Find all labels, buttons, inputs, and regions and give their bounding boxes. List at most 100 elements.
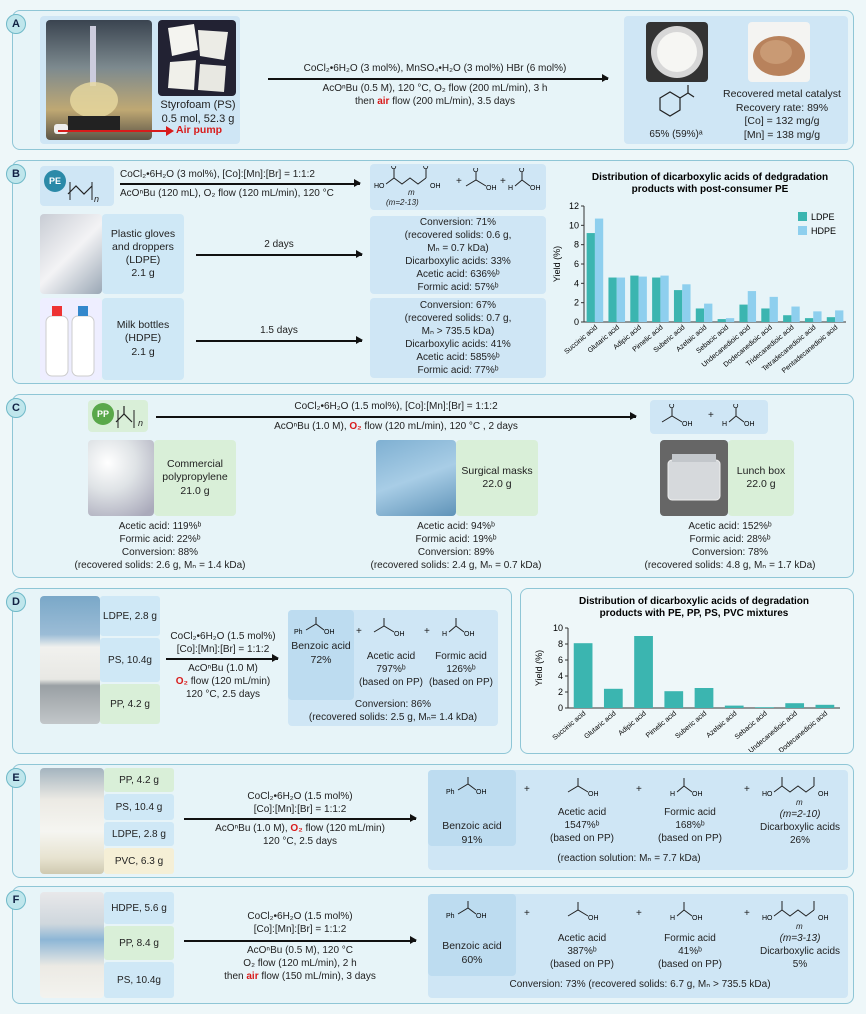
bar [791, 306, 800, 322]
catalyst-info: Recovered metal catalyst Recovery rate: … [716, 88, 848, 143]
milk-res-1: Conversion: 67% [419, 300, 497, 311]
masks-results: Acetic acid: 94%ᵇ Formic acid: 19%ᵇ Conv… [356, 520, 556, 572]
y-tick-label: 0 [574, 317, 579, 327]
d-mixture-photo [40, 596, 100, 724]
e-cond-3-wrap: AcOⁿBu (1.0 M), O₂ flow (120 mL/min) [182, 822, 418, 835]
bar [747, 291, 757, 322]
dicarboxylic-acid-structure: HO O O OH [374, 166, 441, 190]
e-plus-3: + [744, 784, 750, 795]
milk-bottles-photo [40, 298, 102, 380]
e-benzoic-text: Benzoic acid 91% [428, 820, 516, 847]
e-mixture-photo [40, 768, 104, 874]
panel-f-tag: F [6, 890, 26, 910]
milk-res-6: Formic acid: 77%ᵇ [417, 365, 499, 376]
x-tick-label: Glutaric acid [583, 710, 617, 740]
gloves-time: 2 days [264, 239, 294, 250]
bar [725, 318, 735, 322]
air-pump-arrow [58, 130, 168, 132]
e-dicarb-yield: 26% [789, 835, 810, 846]
svg-text:H: H [670, 915, 675, 922]
e-benzoic-box [428, 770, 516, 846]
chart-title: products with post-consumer PE [632, 184, 789, 195]
reactor-icon [54, 26, 120, 134]
e-plus-2: + [636, 784, 642, 795]
chart-title: Distribution of dicarboxylic acids of de… [579, 596, 809, 607]
f-cond-5-wrap: then air flow (150 mL/min), 3 days [182, 970, 418, 983]
bar [826, 317, 836, 322]
f-benzoic-name: Benzoic acid [442, 940, 502, 952]
bar [769, 296, 778, 322]
panel-b-cond-bottom: AcOⁿBu (120 mL), O₂ flow (120 mL/min), 1… [120, 187, 360, 200]
e-acetic-basis: (based on PP) [550, 833, 614, 844]
y-tick-label: 6 [574, 259, 579, 269]
e-ph-text: Ph [446, 789, 455, 796]
gloves-res-6: Formic acid: 57%ᵇ [417, 282, 499, 293]
x-tick-label: Adipic acid [617, 710, 648, 737]
e-dicarb-range: (m=2-10) [779, 809, 821, 820]
d-conv-1: Conversion: 86% [354, 699, 432, 710]
c-plus: + [708, 410, 714, 421]
svg-text:HO: HO [374, 183, 385, 190]
d-formic-yield: 126%ᵇ [446, 664, 476, 675]
legend-swatch [798, 226, 807, 235]
lunch-label-1: Lunch box [736, 464, 786, 477]
f-formic-structure: H OH [670, 902, 703, 922]
powder-dish-icon [651, 26, 703, 78]
bar [761, 308, 770, 322]
f-ph-text: Ph [446, 913, 455, 920]
e-acetic-text: Acetic acid 1547%ᵇ (based on PP) [540, 806, 624, 845]
d-acetic-basis: (based on PP) [359, 677, 423, 688]
bar [638, 276, 647, 322]
milk-arrow [196, 337, 363, 343]
d-benzoic-yield: 72% [310, 653, 332, 666]
milk-label-1: Milk bottles [116, 319, 170, 332]
lunch-box-photo [660, 440, 728, 516]
svg-text:HO: HO [762, 915, 773, 922]
box-icon [667, 454, 721, 501]
e-item-pvc: PVC, 6.3 g [104, 848, 174, 874]
e-cond-post: flow (120 mL/min) [305, 823, 385, 834]
bar [704, 303, 713, 322]
then-text: then [354, 96, 375, 107]
f-cond-2: [Co]:[Mn]:[Br] = 1:1:2 [253, 924, 347, 935]
e-cond-bottom: AcOⁿBu (1.0 M), O₂ flow (120 mL/min) 120… [182, 822, 418, 848]
panel-a-cond-bottom: AcOⁿBu (0.5 M), 120 °C, O₂ flow (200 mL/… [322, 83, 548, 94]
styrofoam-amount: 0.5 mol, 52.3 g [161, 113, 235, 126]
d-acetic-text: Acetic acid 797%ᵇ (based on PP) [356, 650, 426, 689]
gloves-label: Plastic gloves and droppers (LDPE) 2.1 g [102, 214, 184, 294]
panel-e-tag: E [6, 768, 26, 788]
d-item-ldpe: LDPE, 2.8 g [100, 596, 160, 636]
panel-b-tag: B [6, 164, 26, 184]
f-acetic-yield: 387%ᵇ [567, 946, 597, 957]
legend-label: LDPE [811, 212, 835, 222]
lunch-res-2: Formic acid: 28%ᵇ [689, 534, 771, 545]
bar [634, 636, 653, 708]
svg-text:OH: OH [588, 915, 599, 922]
c-cond-pre: AcOⁿBu (1.0 M), [274, 421, 347, 432]
styrofoam-photo [158, 20, 236, 96]
f-benzoic-structure: Ph OH [446, 901, 487, 920]
e-plus-1: + [524, 784, 530, 795]
bar [660, 275, 669, 322]
panel-a-cond-top: CoCl₂•6H₂O (3 mol%), MnSO₄•H₂O (3 mol%) … [303, 63, 567, 74]
chart-title: Distribution of dicarboxylic acids of de… [592, 172, 828, 183]
e-formic-basis: (based on PP) [658, 833, 722, 844]
pellets-res-2: Formic acid: 22%ᵇ [119, 534, 201, 545]
y-tick-label: 0 [558, 703, 563, 713]
legend-label: HDPE [811, 226, 836, 236]
styrofoam-label: Styrofoam (PS) 0.5 mol, 52.3 g [150, 98, 246, 127]
d-formic-basis: (based on PP) [429, 677, 493, 688]
y-tick-label: 10 [569, 220, 579, 230]
d-cond-5: 120 °C, 2.5 days [185, 689, 261, 700]
f-benzoic-yield: 60% [461, 953, 483, 966]
bar [815, 704, 835, 708]
pe-dicarboxylic-chart: Distribution of dicarboxylic acids of de… [552, 172, 846, 375]
svg-text:H: H [442, 631, 447, 638]
bar [573, 643, 593, 708]
c-formic-structure: H O OH [722, 404, 755, 428]
y-tick-label: 10 [553, 623, 563, 633]
svg-text:O: O [473, 168, 479, 174]
bar [594, 218, 604, 322]
panel-b-cond-top: CoCl₂•6H₂O (3 mol%), [Co]:[Mn]:[Br] = 1:… [120, 169, 315, 180]
e-acetic-structure: OH [567, 778, 599, 798]
